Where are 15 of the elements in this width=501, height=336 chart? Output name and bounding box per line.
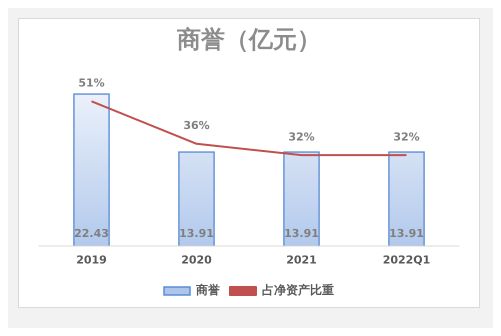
legend-label: 商誉: [195, 283, 220, 298]
x-tick-label: 2019: [76, 253, 107, 266]
data-label: 36%: [183, 119, 210, 132]
data-label: 51%: [78, 76, 105, 90]
x-tick-label: 2020: [181, 253, 212, 266]
chart-title: 商誉（亿元）: [176, 26, 321, 54]
legend-label: 占净资产比重: [262, 283, 334, 298]
x-tick-label: 2021: [286, 253, 317, 266]
x-tick-label: 2022Q1: [382, 253, 430, 266]
data-label: 22.43: [74, 227, 109, 240]
data-label: 13.91: [179, 227, 214, 240]
data-label: 13.91: [284, 227, 319, 240]
data-label: 13.91: [389, 227, 424, 240]
data-label: 32%: [288, 130, 315, 144]
data-label: 32%: [393, 130, 420, 144]
